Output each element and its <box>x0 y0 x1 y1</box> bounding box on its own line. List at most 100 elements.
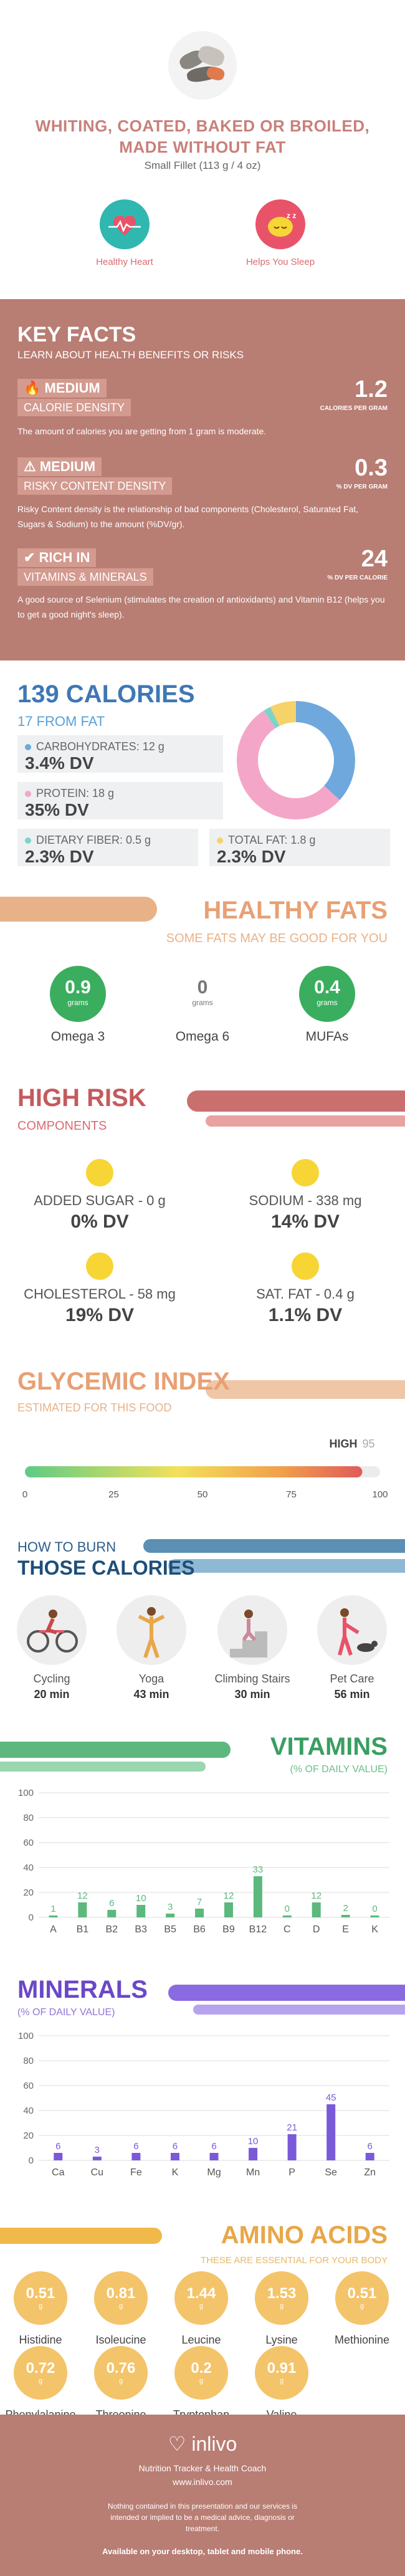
bar-value-label: 7 <box>197 1897 202 1907</box>
glycemic-index-section: GLYCEMIC INDEX ESTIMATED FOR THIS FOOD H… <box>0 1355 405 1514</box>
gauge-tick-label: 0 <box>22 1489 27 1500</box>
bar-A <box>49 1915 58 1917</box>
y-tick-label: 0 <box>29 1912 34 1923</box>
gauge-tick-label: 25 <box>108 1489 119 1500</box>
y-tick-label: 40 <box>23 1863 34 1873</box>
bar-K <box>370 1915 379 1917</box>
decorative-banner <box>0 1742 231 1758</box>
minerals-section: MINERALS (% OF DAILY VALUE) 0 20 40 60 80 100… <box>0 1960 405 2203</box>
smile-icon <box>86 1252 113 1280</box>
bar-Ca <box>54 2153 63 2160</box>
bar-C <box>282 1915 292 1917</box>
burn-title-2: THOSE CALORIES <box>17 1557 195 1579</box>
risk-sat-fat: SAT. FAT - 0.4 g 1.1% DV <box>212 1252 399 1326</box>
gauge-tick-label: 75 <box>286 1489 297 1500</box>
glycemic-level: HIGH <box>330 1438 358 1450</box>
y-tick-label: 100 <box>18 1788 34 1798</box>
footer-url[interactable]: www.inlivo.com <box>173 2477 232 2487</box>
vitamins-title: VITAMINS <box>270 1733 388 1760</box>
burn-calories-section: HOW TO BURN THOSE CALORIES Cycling 20 mi… <box>0 1514 405 1717</box>
bar-E <box>341 1915 350 1917</box>
bar-Cu <box>92 2157 102 2160</box>
fat-slice <box>237 701 355 819</box>
x-tick-label: Zn <box>364 2167 376 2178</box>
bar-B5 <box>166 1914 175 1917</box>
bar-value-label: 10 <box>248 2136 259 2147</box>
gauge-tick-label: 50 <box>198 1489 208 1500</box>
fat-omega-6: 0 grams Omega 6 <box>140 966 265 1044</box>
nutrient-protein: PROTEIN: 18 g 35% DV <box>17 782 223 819</box>
amino-methionine: 0.51 g Methionine <box>325 2271 399 2347</box>
key-facts-subtitle: LEARN ABOUT HEALTH BENEFITS OR RISKS <box>17 349 244 361</box>
yoga-icon <box>117 1595 186 1665</box>
high-risk-section: HIGH RISK COMPONENTS ADDED SUGAR - 0 g 0… <box>0 1066 405 1355</box>
glycemic-gauge: HIGH 95 0 25 50 75 100 <box>22 1438 388 1500</box>
x-tick-label: Cu <box>91 2167 103 2178</box>
decorative-banner <box>0 897 157 922</box>
activity-yoga: Yoga 43 min <box>105 1595 198 1701</box>
x-tick-label: E <box>342 1924 349 1935</box>
x-tick-label: B9 <box>222 1924 235 1935</box>
y-tick-label: 80 <box>23 1813 34 1823</box>
bar-value-label: 0 <box>285 1904 290 1914</box>
risky-content-unit: % DV PER GRAM <box>336 484 388 490</box>
bar-value-label: 2 <box>343 1903 348 1914</box>
decorative-banner <box>206 1380 405 1399</box>
calorie-density-unit: CALORIES PER GRAM <box>320 405 388 412</box>
risky-content-name: RISKY CONTENT DENSITY <box>17 477 173 495</box>
bar-K <box>170 2153 179 2160</box>
nutrient-dietary-fiber: DIETARY FIBER: 0.5 g 2.3% DV <box>17 829 198 866</box>
decorative-banner <box>168 1985 405 2001</box>
food-title: WHITING, COATED, BAKED OR BROILED, MADE … <box>35 117 370 156</box>
risky-content-desc: Risky Content density is the relationshi… <box>17 504 359 529</box>
gauge-ticks: 0 25 50 75 100 <box>22 1489 388 1500</box>
bar-B3 <box>136 1905 146 1917</box>
bar-value-label: 6 <box>368 2141 373 2152</box>
activity-pet-care: Pet Care 56 min <box>305 1595 399 1701</box>
svg-text:z z: z z <box>287 211 296 220</box>
bar-value-label: 1 <box>50 1904 55 1914</box>
nutrient-carbohydrates: CARBOHYDRATES: 12 g 3.4% DV <box>17 735 223 773</box>
nutrient-total-fat: TOTAL FAT: 1.8 g 2.3% DV <box>209 829 390 866</box>
bar-B1 <box>78 1902 87 1917</box>
risk-sodium: SODIUM - 338 mg 14% DV <box>212 1159 399 1233</box>
x-tick-label: D <box>313 1924 320 1935</box>
gauge-fill <box>25 1466 363 1477</box>
protein-slice <box>237 701 355 819</box>
bar-value-label: 12 <box>224 1891 234 1901</box>
calorie-density-desc: The amount of calories you are getting f… <box>17 426 267 436</box>
x-tick-label: B2 <box>106 1924 118 1935</box>
x-tick-label: Fe <box>130 2167 142 2178</box>
cycling-icon <box>17 1595 87 1665</box>
activity-cycling: Cycling 20 min <box>5 1595 98 1701</box>
bar-B2 <box>107 1910 117 1917</box>
risk-added-sugar: ADDED SUGAR - 0 g 0% DV <box>6 1159 193 1233</box>
vitamins-subtitle: (% OF DAILY VALUE) <box>290 1764 388 1775</box>
decorative-banner <box>143 1539 405 1553</box>
vitamins-minerals-name: VITAMINS & MINERALS <box>17 568 153 586</box>
inlivo-logo[interactable]: ♡ inlivo <box>168 2433 237 2455</box>
risky-content-value: 0.3 <box>355 455 388 481</box>
decorative-banner <box>187 1090 405 1112</box>
high-risk-subtitle: COMPONENTS <box>17 1119 107 1133</box>
y-tick-label: 20 <box>23 1887 34 1898</box>
vitamins-minerals-desc: A good source of Selenium (stimulates th… <box>17 594 385 619</box>
x-tick-label: P <box>288 2167 295 2178</box>
high-risk-title: HIGH RISK <box>17 1084 146 1112</box>
x-tick-label: K <box>172 2167 179 2178</box>
bar-value-label: 3 <box>168 1902 173 1912</box>
footer-section: ♡ inlivo Nutrition Tracker & Health Coac… <box>0 2415 405 2576</box>
x-tick-label: Mg <box>207 2167 221 2178</box>
y-tick-label: 20 <box>23 2130 34 2141</box>
glycemic-subtitle: ESTIMATED FOR THIS FOOD <box>17 1401 172 1414</box>
fat-dot <box>217 837 223 844</box>
amino-lysine: 1.53 g Lysine <box>244 2271 319 2347</box>
glycemic-title: GLYCEMIC INDEX <box>17 1368 230 1395</box>
bar-value-label: 6 <box>109 1898 114 1909</box>
x-tick-label: A <box>50 1924 57 1935</box>
smile-icon <box>292 1159 319 1186</box>
vitamins-minerals-value: 24 <box>361 546 388 572</box>
calorie-density-level: 🔥 MEDIUM <box>17 379 107 398</box>
y-tick-label: 60 <box>23 1838 34 1848</box>
bar-Se <box>326 2104 336 2160</box>
